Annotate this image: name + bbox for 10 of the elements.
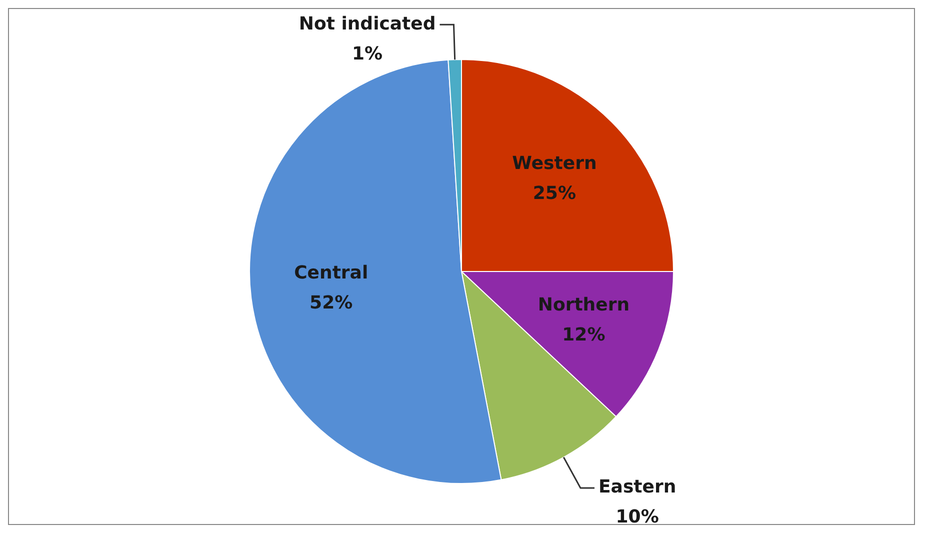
slice-label: Not indicated (298, 13, 436, 34)
data-label: 52% (310, 292, 353, 314)
slice-label: Northern (538, 294, 630, 316)
data-label: 12% (562, 324, 606, 346)
data-label: 10% (616, 506, 659, 528)
slice-label: Central (294, 262, 368, 284)
data-label: 25% (532, 183, 576, 204)
slice-label: Western (512, 153, 597, 174)
slice-label: Eastern (598, 476, 676, 498)
data-label: 1% (352, 43, 383, 64)
